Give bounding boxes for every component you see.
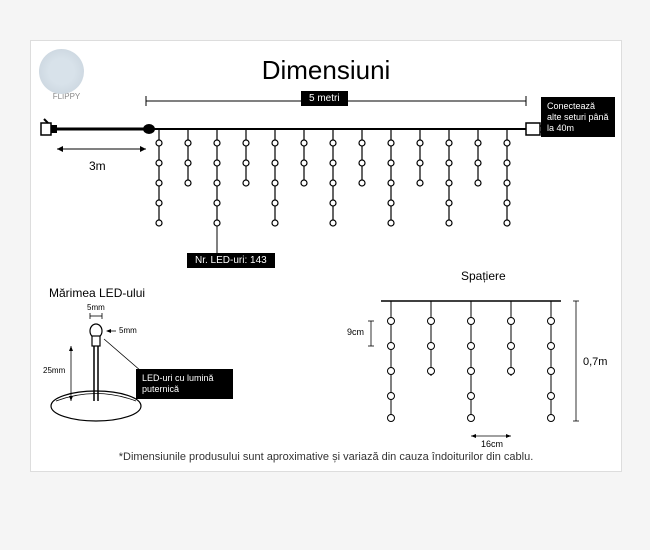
diagram-canvas: FLIPPY Dimensiuni <box>30 40 622 472</box>
led-h-label: 5mm <box>119 326 137 335</box>
width-label: 5 metri <box>301 91 348 106</box>
led-size-heading: Mărimea LED-ului <box>49 286 145 300</box>
spacing-height-label: 0,7m <box>583 356 607 368</box>
spacing-gap-label: 16cm <box>481 439 503 449</box>
spacing-heading: Spațiere <box>461 269 506 283</box>
led-count-label: Nr. LED-uri: 143 <box>187 253 275 268</box>
led-note: LED-uri cu lumină puternică <box>136 369 233 399</box>
connect-info: Conectează alte seturi până la 40m <box>541 97 615 137</box>
lead-length-label: 3m <box>89 159 106 173</box>
spacing-drop-label: 9cm <box>347 327 364 337</box>
spacing-diagram <box>351 286 601 456</box>
footnote-text: *Dimensiunile produsului sunt aproximati… <box>119 451 534 463</box>
main-icicle-diagram <box>31 81 621 281</box>
led-height-label: 25mm <box>43 366 65 375</box>
led-width-label: 5mm <box>87 303 105 312</box>
